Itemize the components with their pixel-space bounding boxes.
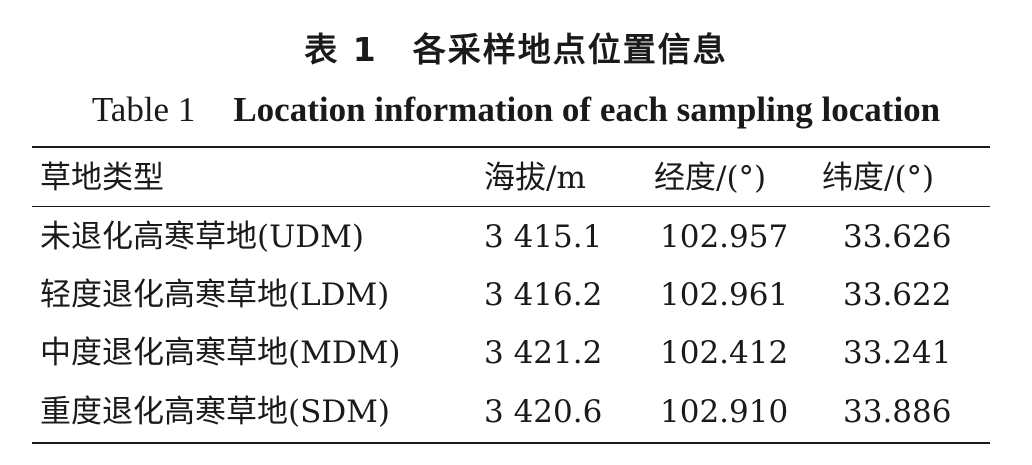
table-row: 轻度退化高寒草地(LDM) 3 416.2 102.961 33.622 xyxy=(0,267,1032,323)
table-row: 未退化高寒草地(UDM) 3 415.1 102.957 33.626 xyxy=(0,209,1032,265)
altitude-cell: 3 420.6 xyxy=(484,394,603,430)
header-rule xyxy=(32,206,990,207)
grassland-type-cell: 轻度退化高寒草地(LDM) xyxy=(40,277,390,313)
header-altitude: 海拔/m xyxy=(484,160,586,196)
table-header-row: 草地类型 海拔/m 经度/(°) 纬度/(°) xyxy=(0,150,1032,206)
latitude-cell: 33.241 xyxy=(843,335,952,371)
table-number-label: Table 1 xyxy=(91,90,196,129)
grassland-type-cell: 重度退化高寒草地(SDM) xyxy=(40,394,391,430)
top-rule xyxy=(32,146,990,148)
table-title-english: Table 1 Location information of each samp… xyxy=(0,88,1032,132)
bottom-rule xyxy=(32,442,990,444)
longitude-cell: 102.961 xyxy=(660,277,789,313)
latitude-cell: 33.886 xyxy=(843,394,952,430)
grassland-type-cell: 中度退化高寒草地(MDM) xyxy=(40,335,401,371)
header-longitude: 经度/(°) xyxy=(654,160,767,196)
table-row: 中度退化高寒草地(MDM) 3 421.2 102.412 33.241 xyxy=(0,325,1032,381)
latitude-cell: 33.626 xyxy=(843,219,952,255)
table-title-chinese: 表 1 各采样地点位置信息 xyxy=(304,30,728,69)
longitude-cell: 102.412 xyxy=(660,335,789,371)
altitude-cell: 3 421.2 xyxy=(484,335,603,371)
altitude-cell: 3 416.2 xyxy=(484,277,603,313)
altitude-cell: 3 415.1 xyxy=(484,219,603,255)
table-row: 重度退化高寒草地(SDM) 3 420.6 102.910 33.886 xyxy=(0,384,1032,440)
header-latitude: 纬度/(°) xyxy=(822,160,935,196)
header-grassland-type: 草地类型 xyxy=(40,160,164,196)
table-title-text: Location information of each sampling lo… xyxy=(233,90,941,129)
latitude-cell: 33.622 xyxy=(843,277,952,313)
longitude-cell: 102.957 xyxy=(660,219,789,255)
grassland-type-cell: 未退化高寒草地(UDM) xyxy=(40,219,364,255)
longitude-cell: 102.910 xyxy=(660,394,789,430)
